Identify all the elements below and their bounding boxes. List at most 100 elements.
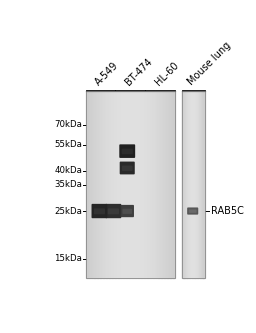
FancyBboxPatch shape xyxy=(105,204,121,218)
FancyBboxPatch shape xyxy=(119,144,135,158)
Bar xyxy=(102,91,104,278)
Bar xyxy=(203,91,204,278)
Bar xyxy=(198,91,199,278)
Bar xyxy=(141,91,142,278)
Bar xyxy=(162,91,163,278)
Bar xyxy=(139,91,141,278)
Bar xyxy=(86,91,175,278)
Bar xyxy=(188,91,189,278)
Bar xyxy=(183,91,184,278)
Bar xyxy=(191,91,192,278)
Bar xyxy=(103,91,105,278)
Bar xyxy=(195,91,196,278)
Text: HL-60: HL-60 xyxy=(153,60,180,87)
Text: 15kDa: 15kDa xyxy=(54,254,82,263)
Bar xyxy=(153,91,154,278)
Bar xyxy=(166,91,168,278)
Bar xyxy=(145,91,147,278)
Bar xyxy=(130,91,132,278)
FancyBboxPatch shape xyxy=(94,208,105,214)
Bar xyxy=(90,91,92,278)
Text: A-549: A-549 xyxy=(93,60,121,87)
Bar xyxy=(105,91,106,278)
Bar xyxy=(192,91,193,278)
Text: 70kDa: 70kDa xyxy=(54,121,82,130)
FancyBboxPatch shape xyxy=(187,207,198,215)
Bar xyxy=(201,91,202,278)
Bar xyxy=(108,91,110,278)
Bar xyxy=(94,91,96,278)
Bar xyxy=(87,91,89,278)
FancyBboxPatch shape xyxy=(120,162,135,174)
Bar xyxy=(189,91,190,278)
Bar xyxy=(115,91,117,278)
Bar xyxy=(92,91,93,278)
Bar xyxy=(169,91,170,278)
Text: 35kDa: 35kDa xyxy=(54,180,82,189)
Bar xyxy=(158,91,160,278)
Bar xyxy=(151,91,153,278)
Bar xyxy=(114,91,115,278)
Bar xyxy=(190,91,191,278)
Bar xyxy=(182,91,205,278)
Bar xyxy=(172,91,174,278)
FancyBboxPatch shape xyxy=(122,166,133,171)
Bar xyxy=(99,91,101,278)
Bar xyxy=(150,91,151,278)
Bar xyxy=(185,91,186,278)
Bar xyxy=(184,91,185,278)
Bar xyxy=(136,91,138,278)
FancyBboxPatch shape xyxy=(92,204,108,218)
FancyBboxPatch shape xyxy=(108,208,119,214)
Bar xyxy=(147,91,148,278)
Bar xyxy=(196,91,197,278)
Bar xyxy=(135,91,136,278)
Bar xyxy=(200,91,201,278)
Bar xyxy=(197,91,198,278)
Text: BT-474: BT-474 xyxy=(123,57,154,87)
Bar xyxy=(154,91,156,278)
Text: 25kDa: 25kDa xyxy=(54,206,82,215)
Bar xyxy=(118,91,120,278)
Text: 40kDa: 40kDa xyxy=(54,166,82,175)
Bar xyxy=(204,91,205,278)
Bar xyxy=(121,91,123,278)
Bar xyxy=(186,91,187,278)
Bar xyxy=(194,91,195,278)
Bar xyxy=(144,91,145,278)
Bar xyxy=(112,91,114,278)
Bar xyxy=(202,91,203,278)
Bar xyxy=(132,91,133,278)
Bar xyxy=(142,91,144,278)
Bar xyxy=(160,91,162,278)
Bar xyxy=(93,91,95,278)
Bar xyxy=(187,91,188,278)
Bar xyxy=(170,91,172,278)
Text: 55kDa: 55kDa xyxy=(54,140,82,149)
Bar xyxy=(163,91,165,278)
Bar xyxy=(100,91,102,278)
Bar xyxy=(164,91,166,278)
Bar xyxy=(126,91,127,278)
Bar xyxy=(173,91,175,278)
Bar xyxy=(200,91,201,278)
Bar xyxy=(189,91,190,278)
Bar xyxy=(98,91,99,278)
Bar xyxy=(127,91,129,278)
Bar xyxy=(204,91,205,278)
Bar xyxy=(123,91,124,278)
FancyBboxPatch shape xyxy=(189,209,197,213)
Bar xyxy=(109,91,111,278)
Bar xyxy=(186,91,187,278)
Bar xyxy=(194,91,195,278)
FancyBboxPatch shape xyxy=(122,209,132,214)
Bar xyxy=(106,91,108,278)
Bar xyxy=(199,91,200,278)
Bar xyxy=(201,91,202,278)
Bar xyxy=(167,91,169,278)
Bar xyxy=(120,91,122,278)
Bar xyxy=(182,91,183,278)
Bar xyxy=(133,91,135,278)
Bar xyxy=(138,91,139,278)
Text: Mouse lung: Mouse lung xyxy=(186,41,233,87)
